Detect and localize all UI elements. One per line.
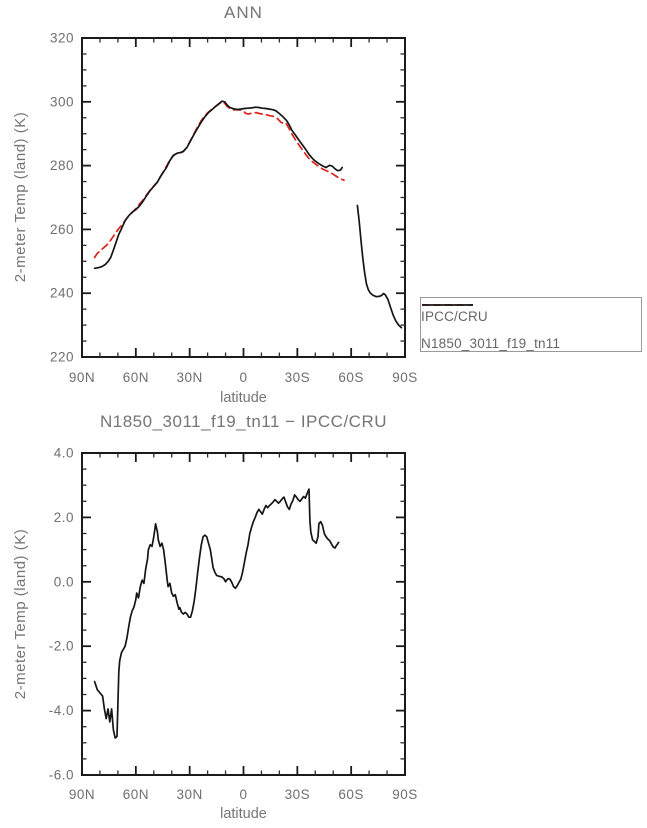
- series-line-n1850-3011-f19-tn11-antarctic-segment-: [356, 204, 403, 329]
- y-tick-label: -2.0: [49, 639, 74, 654]
- x-tick-label: 30S: [285, 370, 311, 385]
- x-tick-label: 90S: [392, 787, 418, 802]
- series-line-difference-k-: [93, 488, 340, 739]
- top-chart-title: ANN: [224, 3, 263, 22]
- legend-label-model: N1850_3011_f19_tn11: [421, 335, 561, 351]
- x-tick-label: 60N: [123, 787, 149, 802]
- bottom-chart-title: N1850_3011_f19_tn11 − IPCC/CRU: [99, 412, 388, 431]
- black-solid-line-swatch: [422, 304, 473, 306]
- x-tick-label: 60S: [338, 787, 364, 802]
- legend-entry-model: N1850_3011_f19_tn11: [421, 304, 641, 354]
- y-tick-label: 320: [50, 31, 74, 46]
- legend-box: IPCC/CRU N1850_3011_f19_tn11: [420, 297, 642, 352]
- plot-frame-0: [81, 37, 406, 358]
- y-tick-label: 260: [50, 222, 74, 237]
- top-y-axis-label: 2-meter Temp (land) (K): [12, 111, 29, 283]
- bottom-y-axis-label: 2-meter Temp (land) (K): [12, 528, 29, 700]
- y-tick-label: 280: [50, 158, 74, 173]
- x-tick-label: 90N: [69, 787, 95, 802]
- series-line-n1850-3011-f19-tn11: [93, 100, 344, 270]
- y-tick-label: -6.0: [49, 768, 74, 783]
- y-tick-label: -4.0: [49, 703, 74, 718]
- x-tick-label: 0: [239, 787, 247, 802]
- y-tick-label: 220: [50, 350, 74, 365]
- bottom-x-axis-label: latitude: [220, 806, 267, 822]
- x-tick-label: 60S: [338, 370, 364, 385]
- y-tick-label: 4.0: [54, 446, 74, 461]
- y-tick-label: 240: [50, 286, 74, 301]
- series-line-ipcc-cru: [93, 101, 345, 259]
- x-tick-label: 90N: [69, 370, 95, 385]
- y-tick-label: 2.0: [54, 510, 74, 525]
- x-tick-label: 60N: [123, 370, 149, 385]
- x-tick-label: 0: [239, 370, 247, 385]
- x-tick-label: 90S: [392, 370, 418, 385]
- y-tick-label: 300: [50, 94, 74, 109]
- x-tick-label: 30N: [177, 787, 203, 802]
- legend-label-ipcc-cru: IPCC/CRU: [421, 308, 488, 324]
- x-tick-label: 30N: [177, 370, 203, 385]
- top-x-axis-label: latitude: [220, 390, 267, 406]
- x-tick-label: 30S: [285, 787, 311, 802]
- y-tick-label: 0.0: [54, 574, 74, 589]
